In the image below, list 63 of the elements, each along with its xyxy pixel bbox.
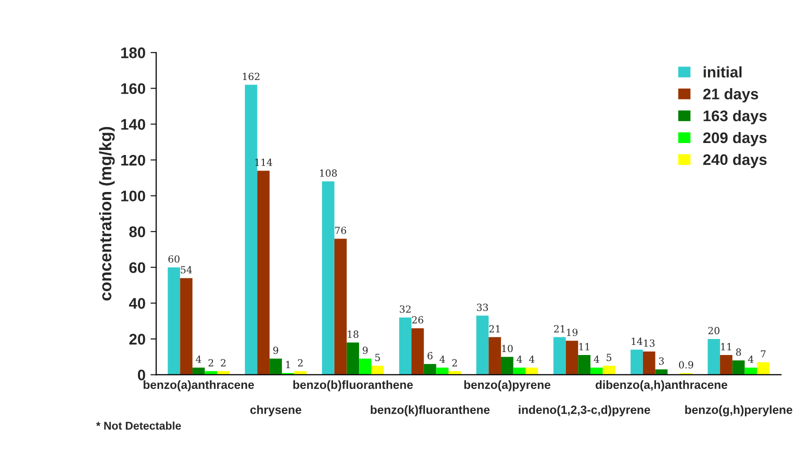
data-label: 54 [180, 266, 192, 274]
legend-label: 209 days [703, 132, 767, 146]
data-label: 2 [298, 359, 303, 366]
data-label: 162 [242, 72, 260, 80]
y-tick-label: 0 [138, 370, 146, 380]
data-label: 60 [168, 255, 180, 263]
data-label: 0.9 [679, 361, 694, 368]
data-label: 32 [400, 305, 411, 313]
y-axis-title: concentration (mg/kg) [99, 126, 115, 300]
x-tick-label: benzo(b)fluoranthene [293, 380, 413, 392]
data-label: 2 [208, 359, 214, 366]
x-tick-label: benzo(a)pyrene [464, 380, 550, 392]
data-label: 5 [375, 354, 380, 362]
data-label: 9 [362, 346, 368, 354]
data-label: 19 [566, 328, 578, 336]
y-tick-label: 20 [129, 334, 146, 345]
y-tick-label: 140 [121, 119, 146, 130]
y-tick-label: 40 [129, 298, 146, 309]
y-tick-label: 120 [121, 154, 146, 166]
text: * Not Detectable [96, 422, 181, 430]
data-label: 11 [721, 343, 732, 350]
data-label: 3 [659, 357, 664, 365]
data-label: 4 [440, 356, 445, 363]
x-tick-label: indeno(1,2,3-c,d)pyrene [518, 405, 650, 416]
data-label: 13 [644, 339, 655, 347]
y-tick-label: 180 [121, 47, 146, 58]
data-label: 33 [477, 304, 488, 312]
data-label: 7 [760, 350, 766, 358]
data-label: 4 [516, 356, 522, 363]
legend-label: initial [704, 66, 742, 78]
data-label: 9 [273, 346, 278, 354]
x-tick-label: chrysene [250, 405, 302, 416]
y-tick-label: 160 [121, 83, 146, 94]
data-label: 21 [489, 325, 500, 332]
data-label: 4 [748, 356, 754, 363]
data-label: 11 [579, 343, 590, 350]
data-label: 2 [220, 359, 226, 366]
y-tick-label: 80 [129, 226, 146, 238]
data-label: 8 [736, 348, 741, 356]
data-label: 10 [502, 344, 513, 352]
legend-label: 21 days [703, 88, 758, 102]
legend-label: 240 days [703, 154, 767, 168]
data-label: 14 [632, 338, 642, 345]
data-label: 6 [428, 352, 432, 360]
x-tick-label: benzo(k)fluoranthene [370, 405, 490, 416]
data-label: 76 [335, 226, 346, 234]
legend-label: 163 days [704, 110, 767, 124]
x-tick-label: benzo(a)anthracene [144, 380, 254, 392]
x-tick-label: benzo(g,h)perylene [685, 405, 792, 416]
y-tick-label: 60 [129, 262, 146, 274]
y-tick-label: 100 [121, 190, 146, 202]
data-label: 2 [452, 359, 457, 366]
x-tick-label: dibenzo(a,h)anthracene [596, 380, 728, 392]
data-label: 4 [594, 356, 600, 363]
data-label: 21 [554, 325, 564, 332]
data-label: 1 [286, 360, 290, 368]
data-label: 108 [320, 169, 337, 177]
data-label: 20 [708, 326, 720, 334]
data-label: 4 [529, 356, 534, 363]
data-label: 4 [196, 356, 202, 363]
data-label: 18 [348, 330, 358, 338]
data-label: 5 [606, 354, 612, 362]
data-label: 26 [412, 316, 424, 324]
